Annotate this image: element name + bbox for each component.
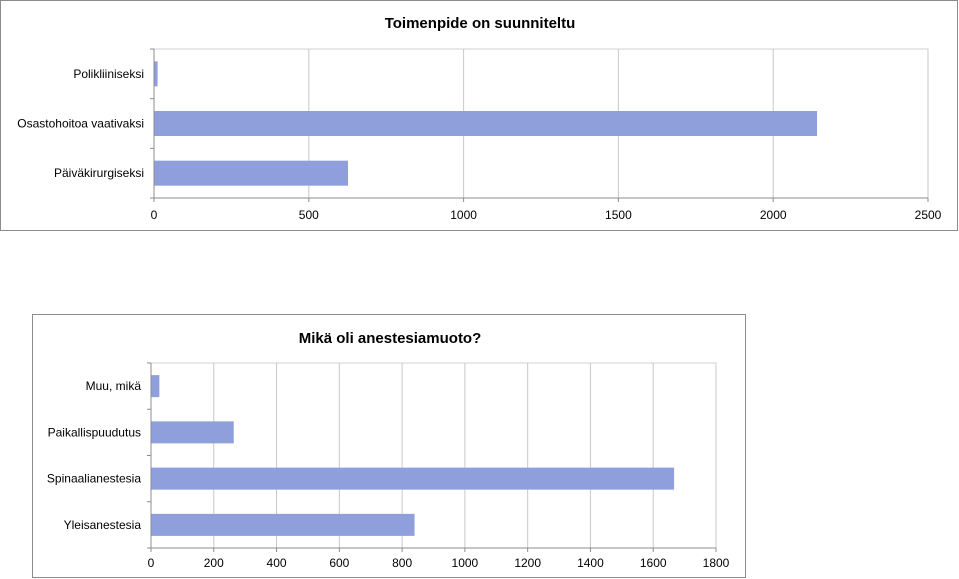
x-tick-label: 1000 bbox=[452, 556, 479, 570]
x-tick-label: 2000 bbox=[760, 208, 787, 222]
chart-anesthesia-type: Mikä oli anestesiamuoto? 0 200 400 600 800 10… bbox=[32, 314, 746, 578]
bar bbox=[154, 111, 818, 136]
category-label: Spinaalianestesia bbox=[47, 472, 141, 486]
x-tick-label: 400 bbox=[267, 556, 287, 570]
x-tick-label: 1800 bbox=[703, 556, 730, 570]
bar bbox=[151, 421, 234, 444]
category-label: Päiväkirurgiseksi bbox=[54, 166, 144, 180]
chart-planned-procedure: Toimenpide on suunniteltu 0 500 1000 1500 20… bbox=[0, 0, 958, 231]
chart-title: Mikä oli anestesiamuoto? bbox=[299, 330, 482, 347]
x-tick-label: 0 bbox=[148, 556, 155, 570]
x-tick-label: 0 bbox=[151, 208, 158, 222]
x-tick-label: 600 bbox=[329, 556, 349, 570]
x-tick-label: 1400 bbox=[577, 556, 604, 570]
x-tick-label: 2500 bbox=[915, 208, 942, 222]
category-label: Osastohoitoa vaativaksi bbox=[17, 117, 144, 131]
bar bbox=[151, 467, 675, 490]
x-tick-label: 1000 bbox=[450, 208, 477, 222]
x-tick-label: 500 bbox=[299, 208, 319, 222]
x-tick-label: 1500 bbox=[605, 208, 632, 222]
category-label: Polikliiniseksi bbox=[73, 67, 144, 81]
chart-title: Toimenpide on suunniteltu bbox=[385, 15, 576, 32]
bar bbox=[154, 61, 158, 87]
category-label: Yleisanestesia bbox=[64, 518, 142, 532]
bar bbox=[151, 375, 160, 398]
x-tick-label: 200 bbox=[204, 556, 224, 570]
category-label: Paikallispuudutus bbox=[48, 425, 141, 439]
chart-anesthesia-type-svg: Mikä oli anestesiamuoto? 0 200 400 600 800 10… bbox=[47, 330, 730, 570]
x-tick-label: 1200 bbox=[514, 556, 541, 570]
chart-planned-procedure-svg: Toimenpide on suunniteltu 0 500 1000 1500 20… bbox=[17, 15, 942, 222]
x-tick-label: 800 bbox=[392, 556, 412, 570]
category-label: Muu, mikä bbox=[86, 379, 142, 393]
x-tick-label: 1600 bbox=[640, 556, 667, 570]
bar bbox=[151, 513, 415, 536]
bar bbox=[154, 160, 348, 186]
